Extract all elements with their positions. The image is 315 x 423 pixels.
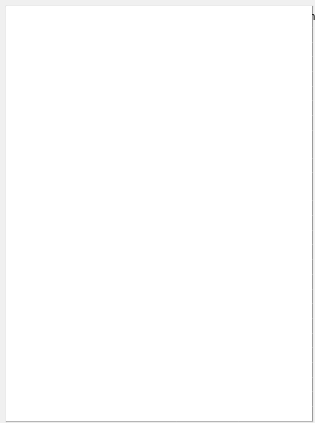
Text: 2: 2 (227, 203, 234, 213)
Text: Yes: Yes (9, 261, 25, 272)
Text: 5: 5 (227, 103, 234, 113)
Text: 11: 11 (296, 365, 308, 374)
Text: Yes: Yes (9, 203, 25, 213)
Text: Unspecfied: Unspecfied (9, 291, 63, 301)
Text: 3: 3 (302, 118, 308, 127)
Text: 3: 3 (228, 379, 234, 389)
Text: 12: 12 (296, 203, 308, 213)
Text: Persons aged 50+: Persons aged 50+ (9, 59, 98, 69)
Text: Occupation: Occupation (9, 88, 71, 98)
Text: Highest Level of Education: Highest Level of Education (9, 320, 157, 330)
Text: 31: 31 (296, 44, 308, 54)
Text: 1: 1 (228, 291, 234, 301)
Text: 18: 18 (296, 261, 308, 272)
Text: Private health insurance: Private health insurance (9, 247, 145, 257)
Text: 42: 42 (296, 103, 308, 113)
Text: Retired: Retired (9, 118, 44, 127)
Text: 37: 37 (296, 217, 308, 228)
Text: Student/stay at home
mum/other: Student/stay at home mum/other (9, 133, 115, 154)
Text: 31: 31 (296, 276, 308, 286)
Text: A-levels/ College: A-levels/ College (9, 365, 90, 374)
Text: Survey respondents: Survey respondents (225, 12, 315, 22)
Text: University level: University level (9, 350, 84, 360)
Text: Interviewees: Interviewees (175, 12, 239, 22)
Text: 4: 4 (228, 261, 234, 272)
Text: Other: Other (9, 409, 37, 418)
Text: 4: 4 (228, 350, 234, 360)
Text: 3: 3 (228, 276, 234, 286)
Text: No: No (9, 217, 22, 228)
Text: 6: 6 (228, 217, 234, 228)
Text: 5: 5 (227, 59, 234, 69)
Text: 1: 1 (302, 394, 308, 404)
Text: Dependent children/ regular
care for children in the family: Dependent children/ regular care for chi… (9, 176, 173, 197)
Text: 1: 1 (228, 394, 234, 404)
Text: 3: 3 (228, 44, 234, 54)
Text: Women aged 20-45: Women aged 20-45 (9, 44, 104, 54)
Text: 0: 0 (302, 291, 308, 301)
Text: 0: 0 (228, 139, 234, 149)
Text: 5: 5 (302, 379, 308, 389)
Text: Employed: Employed (9, 103, 57, 113)
Text: GCSEs: GCSEs (9, 379, 40, 389)
Text: 3: 3 (302, 409, 308, 418)
Text: No: No (9, 276, 22, 286)
Text: 0: 0 (228, 365, 234, 374)
Text: 3: 3 (228, 118, 234, 127)
Text: None: None (9, 394, 34, 404)
Text: 18: 18 (296, 59, 308, 69)
Text: 4: 4 (302, 139, 308, 149)
Text: 29: 29 (296, 350, 308, 360)
